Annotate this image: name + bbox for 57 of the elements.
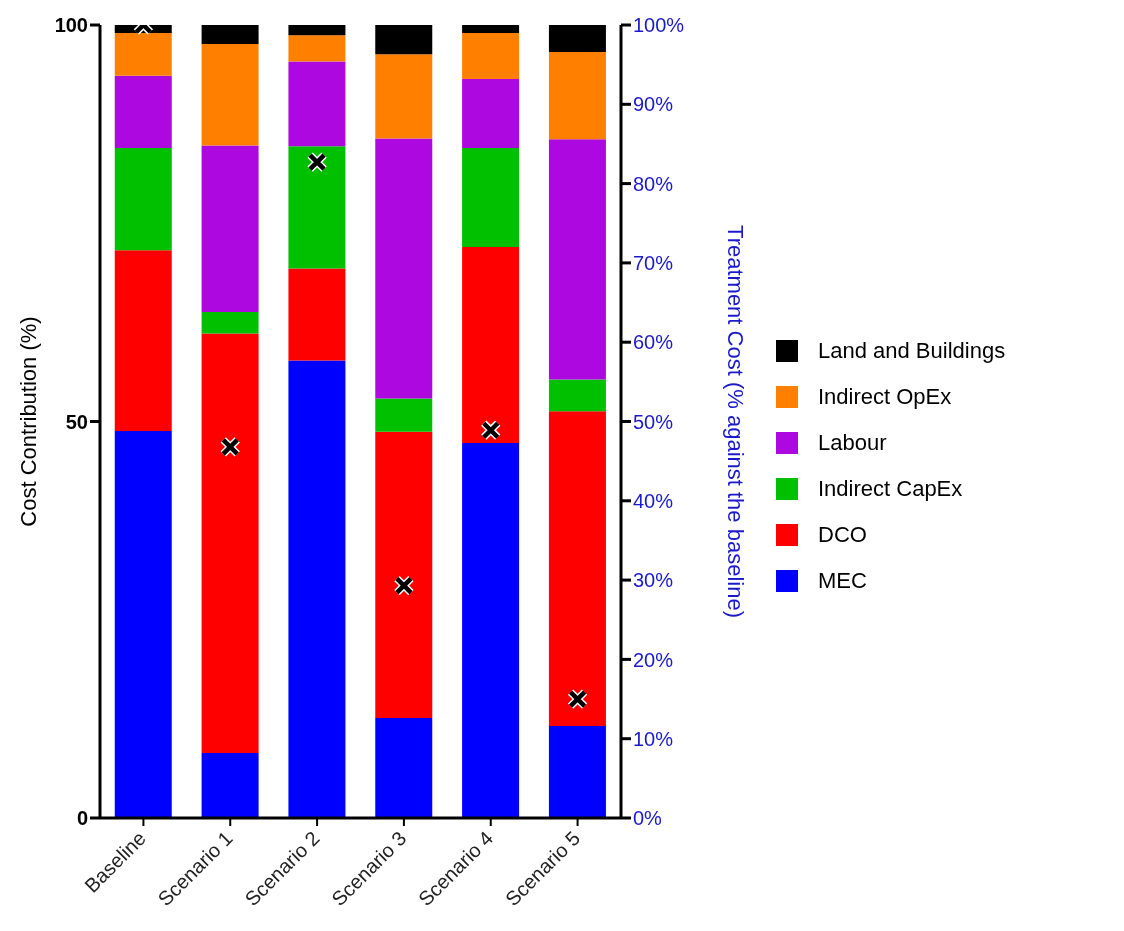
y2-tick-label: 60% <box>633 331 674 354</box>
bar <box>462 78 520 148</box>
bar <box>114 250 172 432</box>
bar <box>201 333 259 753</box>
y2-tick-label: 70% <box>633 252 674 274</box>
bar <box>548 726 606 818</box>
bar <box>288 61 346 147</box>
legend-label: Indirect OpEx <box>818 383 952 410</box>
legend-label: Labour <box>818 429 887 456</box>
bar <box>548 139 606 380</box>
bar <box>201 25 259 45</box>
y2-tick-label: 80% <box>633 172 674 195</box>
y2-tick-label: 30% <box>633 569 674 592</box>
bar <box>114 147 172 251</box>
bar <box>375 138 433 399</box>
bar <box>462 32 520 79</box>
bar <box>288 25 346 36</box>
y-tick-label: 50 <box>65 410 88 433</box>
bar <box>548 25 606 52</box>
bar <box>114 32 172 76</box>
bar <box>375 398 433 432</box>
legend-label: Land and Buildings <box>818 337 1006 364</box>
y2-tick-label: 20% <box>633 648 674 671</box>
bar <box>201 312 259 334</box>
bar <box>201 752 259 818</box>
bar <box>462 25 520 33</box>
y2-tick-label: 50% <box>633 410 674 433</box>
y2-tick-label: 40% <box>633 489 674 512</box>
bar <box>548 379 606 412</box>
y2-axis-title: Treatment Cost (% against the baseline) <box>723 225 749 618</box>
bar <box>288 360 346 818</box>
bar <box>114 75 172 148</box>
bar <box>548 411 606 727</box>
bar <box>462 247 520 443</box>
y-axis-title: Cost Contribution (%) <box>15 316 41 527</box>
y2-tick-label: 100% <box>633 14 685 37</box>
y-tick-label: 100 <box>54 14 88 37</box>
bar <box>201 44 259 146</box>
bar <box>375 718 433 818</box>
legend-label: DCO <box>818 521 867 548</box>
legend-label: Indirect CapEx <box>818 475 963 502</box>
bar <box>114 431 172 818</box>
bar <box>288 146 346 269</box>
legend-label: MEC <box>818 567 867 594</box>
bar <box>375 431 433 719</box>
bar <box>462 147 520 248</box>
bar <box>375 25 433 55</box>
bar <box>462 442 520 818</box>
y2-tick-label: 90% <box>633 93 674 116</box>
y-tick-label: 0 <box>76 807 88 830</box>
bar <box>548 51 606 140</box>
y2-tick-label: 0% <box>633 807 663 830</box>
bar <box>201 145 259 313</box>
bar <box>288 268 346 361</box>
bar <box>288 35 346 62</box>
bar <box>375 54 433 139</box>
y2-tick-label: 10% <box>633 727 674 750</box>
